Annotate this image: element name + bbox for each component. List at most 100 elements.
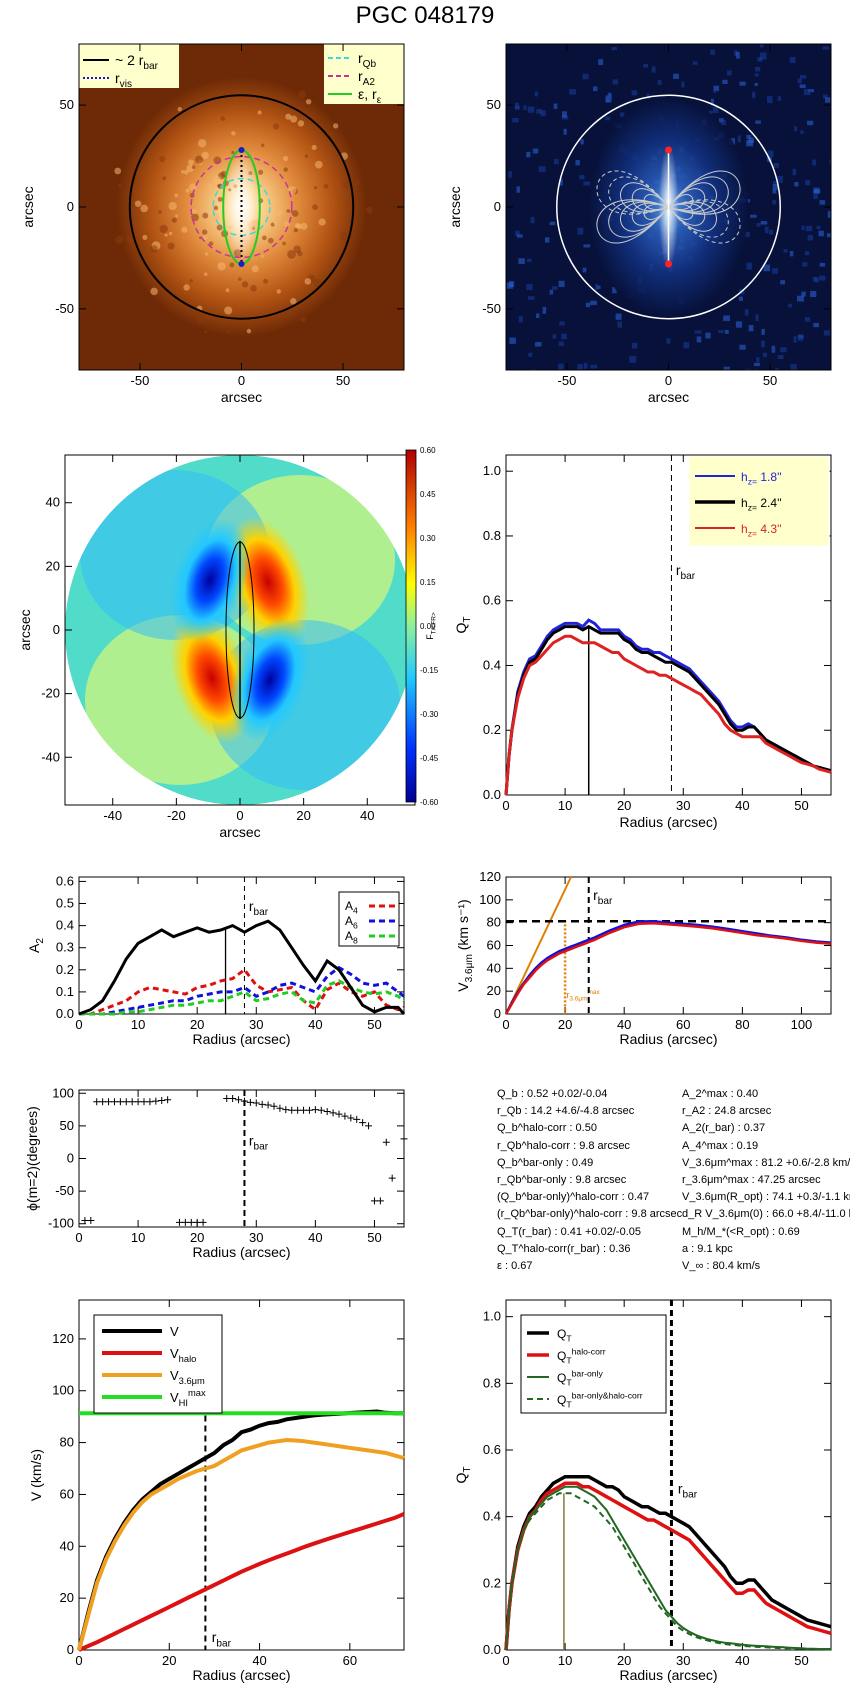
image-speckle: [775, 368, 779, 370]
image-speckle: [202, 212, 209, 219]
image-speckle: [590, 300, 597, 306]
image-speckle: [189, 279, 194, 283]
phase-point: [323, 1108, 331, 1116]
image-speckle: [140, 204, 149, 213]
qt-series-line: [504, 624, 832, 796]
phase-point: [252, 1099, 260, 1107]
image-speckle: [583, 362, 588, 369]
image-speckle: [812, 276, 817, 282]
legend-label: ε, rε: [358, 86, 382, 106]
image-speckle: [536, 109, 542, 114]
phase-point: [347, 1114, 355, 1122]
plot-frame: [505, 1299, 832, 1651]
phase-point: [128, 1098, 136, 1106]
image-speckle: [631, 90, 637, 96]
image-speckle: [790, 364, 797, 370]
image-speckle: [168, 231, 173, 236]
image-speckle: [559, 321, 565, 326]
image-speckle: [754, 73, 759, 77]
contour-line: [668, 201, 717, 232]
image-speckle: [262, 235, 267, 241]
image-speckle: [246, 328, 252, 334]
image-speckle: [150, 287, 158, 296]
image-speckle: [180, 170, 185, 174]
image-speckle: [204, 330, 208, 334]
image-speckle: [801, 291, 806, 297]
phase-point: [87, 1216, 95, 1224]
image-speckle: [772, 184, 779, 190]
image-speckle: [217, 184, 221, 188]
image-speckle: [553, 103, 558, 109]
x-tick-label: 20: [190, 1017, 204, 1032]
rbar-label: rbar: [212, 1629, 232, 1649]
image-speckle: [666, 338, 671, 344]
image-speckle: [772, 180, 778, 186]
image-speckle: [597, 285, 601, 289]
legend-label: VHImax: [170, 1388, 206, 1408]
image-speckle: [772, 268, 778, 274]
phase-point: [187, 1218, 195, 1226]
colorbar-tick-label: -0.45: [420, 754, 439, 763]
image-speckle: [174, 193, 179, 198]
y-axis-label: arcsec: [447, 186, 463, 227]
y-tick-label: 0.6: [56, 873, 74, 888]
image-speckle: [582, 73, 589, 80]
contour-line: [631, 202, 669, 226]
image-speckle: [696, 336, 702, 343]
image-speckle: [117, 183, 122, 188]
image-speckle: [827, 211, 831, 218]
phase-point: [276, 1104, 284, 1112]
bar-glow: [225, 149, 258, 265]
image-speckle: [802, 262, 808, 267]
parameter-row: M_h/M_*(<R_opt) : 0.69: [682, 1225, 800, 1238]
y-tick-label: 0.5: [56, 896, 74, 911]
phase-point: [335, 1110, 343, 1118]
y-tick-label: 0: [67, 1151, 74, 1166]
parameter-row: A_2^max : 0.40: [682, 1088, 759, 1100]
bar-circle: [556, 94, 781, 320]
image-speckle: [339, 231, 349, 241]
image-speckle: [559, 178, 563, 186]
legend-label: Vhalo: [170, 1346, 196, 1364]
phase-point: [300, 1106, 308, 1114]
image-speckle: [283, 220, 290, 227]
parameter-row: a : 9.1 kpc: [682, 1242, 733, 1255]
phase-point: [388, 1174, 396, 1182]
x-tick-label: 20: [162, 1653, 176, 1668]
image-speckle: [604, 116, 611, 121]
image-speckle: [764, 226, 769, 234]
image-speckle: [506, 282, 514, 289]
y-tick-label: 1.0: [483, 463, 501, 478]
image-speckle: [710, 98, 715, 106]
image-speckle: [167, 242, 175, 250]
y-tick-label: 40: [487, 960, 501, 975]
image-speckle: [508, 171, 512, 178]
phase-point: [382, 1138, 390, 1146]
image-speckle: [673, 73, 679, 79]
velocity-series-line: [504, 920, 832, 1015]
image-speckle: [755, 120, 761, 124]
image-speckle: [773, 163, 780, 168]
image-speckle: [777, 355, 784, 360]
legend-label: QThalo-corr: [557, 1347, 606, 1366]
panel-phase-angle: 0 10 20 30 40 50 -100 -50 0 50 100 Radius (arcsec) ϕ…: [24, 1085, 408, 1260]
image-speckle: [746, 140, 754, 147]
y-tick-label: 0.6: [483, 593, 501, 608]
image-speckle: [283, 167, 288, 172]
image-speckle: [557, 363, 564, 370]
image-speckle: [620, 112, 625, 118]
y-axis-label: V3.6μm (km s⁻¹): [455, 899, 475, 991]
x-axis-label: Radius (arcsec): [619, 1667, 717, 1683]
image-speckle: [159, 224, 168, 234]
legend-label: V3.6μm: [170, 1368, 205, 1386]
image-speckle: [819, 262, 826, 267]
image-speckle: [365, 206, 373, 214]
image-speckle: [629, 355, 637, 363]
phase-point: [311, 1106, 319, 1114]
image-speckle: [226, 329, 230, 334]
image-speckle: [355, 181, 360, 186]
y-tick-label: 0.6: [483, 1442, 501, 1457]
image-speckle: [549, 289, 554, 295]
image-speckle: [617, 321, 623, 328]
contour-line: [620, 201, 669, 232]
